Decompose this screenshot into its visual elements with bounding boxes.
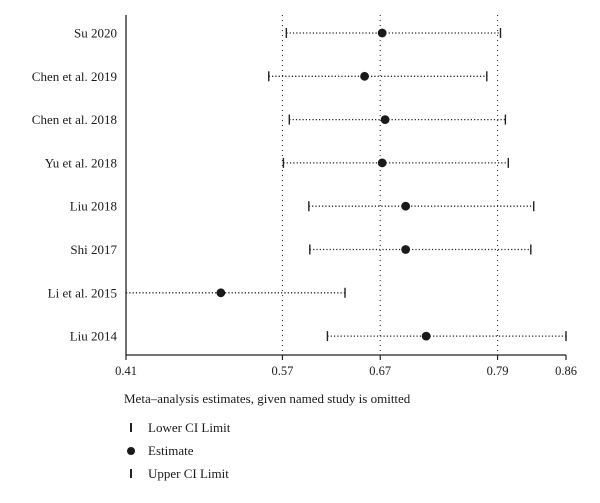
study-row: Yu et al. 2018 [45,155,510,170]
legend-item-upper-ci: Upper CI Limit [124,462,410,485]
study-row: Chen et al. 2018 [32,112,507,127]
legend-item-estimate: Estimate [124,439,410,462]
estimate-point [216,288,226,298]
upper-ci-marker-icon [124,466,138,482]
estimate-dot-icon [124,443,138,459]
legend: Meta–analysis estimates, given named stu… [124,391,410,485]
x-axis: 0.41 0.57 0.67 0.79 0.86 [115,15,577,378]
study-row: Liu 2018 [70,199,535,214]
study-rows: Su 2020 Chen et al. 2019 Chen et al. 2018 Y… [32,26,567,344]
legend-label: Lower CI Limit [148,419,231,435]
study-row: Liu 2014 [70,329,567,344]
forest-plot: Su 2020 Chen et al. 2019 Chen et al. 2018 Y… [32,15,577,378]
x-tick-label: 0.41 [115,364,137,378]
legend-item-lower-ci: Lower CI Limit [124,416,410,439]
study-label: Liu 2014 [70,329,118,344]
study-label: Chen et al. 2018 [32,112,117,127]
x-tick-label: 0.86 [555,364,577,378]
estimate-point [360,71,369,81]
study-row: Chen et al. 2019 [32,69,488,84]
estimate-point [401,245,411,254]
estimate-point [377,28,387,38]
study-row: Li et al. 2015 [48,285,346,300]
study-row: Shi 2017 [70,242,532,257]
reference-lines [281,15,499,353]
x-tick-label: 0.57 [272,364,294,378]
estimate-point [377,158,387,168]
study-label: Li et al. 2015 [48,285,117,300]
study-label: Shi 2017 [70,242,117,257]
legend-title: Meta–analysis estimates, given named stu… [124,391,411,406]
study-row: Su 2020 [74,26,502,41]
study-label: Yu et al. 2018 [45,155,117,170]
legend-label: Estimate [148,442,194,458]
estimate-point [421,331,431,341]
legend-label: Upper CI Limit [148,465,229,481]
estimate-point [401,201,411,211]
x-tick-label: 0.79 [487,364,509,378]
x-tick-label: 0.67 [369,364,391,378]
lower-ci-marker-icon [124,420,138,436]
study-label: Su 2020 [74,26,117,41]
estimate-point [380,115,390,124]
study-label: Liu 2018 [70,199,117,214]
study-label: Chen et al. 2019 [32,69,117,84]
